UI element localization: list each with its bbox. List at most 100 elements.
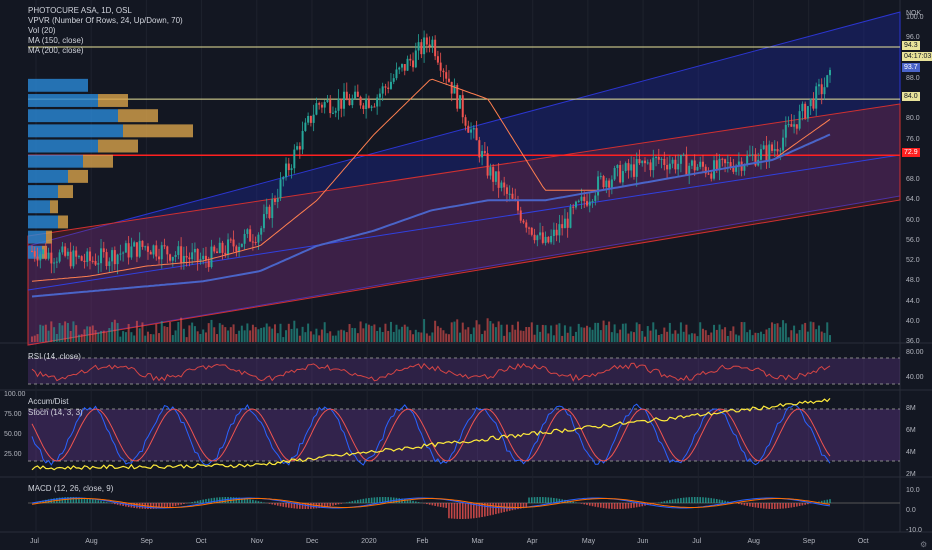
macd-histogram-bar: [627, 503, 630, 509]
volume-bar: [105, 332, 108, 342]
red-regression-channel: [27, 103, 901, 346]
volume-bar: [483, 330, 486, 342]
vpvr-bar-down: [68, 169, 88, 183]
volume-bar: [83, 329, 86, 342]
macd-histogram-bar: [478, 503, 481, 518]
macd-histogram-bar: [384, 497, 387, 503]
macd-histogram-bar: [334, 503, 337, 506]
macd-histogram-bar: [572, 501, 575, 503]
volume-bar: [798, 330, 801, 342]
macd-histogram-bar: [600, 503, 602, 508]
volume-bar: [163, 326, 166, 342]
macd-histogram-bar: [771, 503, 773, 509]
candle-body: [464, 117, 467, 126]
volume-bar: [337, 330, 340, 342]
candle-body: [116, 254, 119, 265]
macd-histogram-bar: [172, 503, 174, 507]
macd-histogram-bar: [801, 503, 804, 506]
volume-bar: [158, 333, 161, 342]
price-tick-label: 68.0: [906, 176, 920, 184]
candle-body: [409, 58, 412, 61]
volume-bar: [174, 330, 177, 342]
candle-body: [591, 201, 594, 203]
volume-bar: [207, 323, 210, 342]
macd-histogram-bar: [558, 498, 561, 503]
candle-body: [193, 248, 196, 253]
volume-bar: [146, 331, 149, 342]
candle-body: [370, 106, 373, 108]
volume-bar: [232, 324, 235, 342]
volume-bar: [72, 321, 75, 342]
volume-bar: [660, 334, 663, 342]
volume-bar: [572, 336, 575, 342]
candle-body: [265, 206, 268, 215]
volume-bar: [135, 320, 138, 342]
legend-vpvr[interactable]: VPVR (Number Of Rows, 24, Up/Down, 70): [28, 16, 183, 25]
macd-title[interactable]: MACD (12, 26, close, 9): [28, 484, 114, 493]
macd-histogram-bar: [740, 503, 743, 505]
candle-body: [389, 81, 392, 89]
candle-body: [492, 167, 495, 182]
candle-body: [638, 159, 641, 164]
candle-body: [80, 256, 83, 261]
price-tick-label: 36.0: [906, 338, 920, 345]
macd-histogram-bar: [296, 503, 298, 509]
volume-bar: [528, 327, 531, 342]
candle-body: [458, 95, 461, 109]
volume-bar: [155, 324, 158, 342]
volume-bar: [116, 323, 119, 342]
volume-bar: [820, 331, 823, 342]
volume-bar: [119, 336, 122, 342]
legend-ma200[interactable]: MA (200, close): [28, 46, 84, 55]
volume-bar: [268, 326, 271, 342]
macd-histogram-bar: [370, 497, 373, 503]
volume-bar: [279, 323, 282, 342]
stoch-title[interactable]: Stoch (14, 3, 3): [28, 408, 83, 417]
volume-bar: [199, 333, 202, 342]
volume-bar: [569, 326, 572, 342]
legend-vol[interactable]: Vol (20): [28, 26, 56, 35]
candle-body: [823, 87, 826, 95]
volume-bar: [301, 326, 304, 342]
candle-body: [72, 250, 75, 267]
volume-bar: [171, 335, 174, 342]
candle-body: [149, 251, 152, 255]
macd-histogram-bar: [605, 503, 608, 509]
macd-histogram-bar: [575, 502, 577, 503]
volume-bar: [563, 325, 566, 342]
vpvr-bar-down: [58, 185, 73, 199]
vpvr-bar-up: [28, 215, 58, 229]
rsi-title[interactable]: RSI (14, close): [28, 352, 81, 361]
candle-body: [202, 255, 205, 260]
rsi-band: [28, 358, 900, 384]
candle-body: [227, 239, 230, 255]
candle-body: [282, 177, 285, 180]
candle-body: [472, 128, 475, 130]
macd-histogram-bar: [89, 498, 91, 503]
accum-title[interactable]: Accum/Dist: [28, 397, 69, 406]
legend-ma150[interactable]: MA (150, close): [28, 36, 84, 45]
volume-bar: [759, 331, 762, 342]
candle-body: [732, 167, 735, 172]
vpvr-bar-up: [28, 169, 68, 183]
macd-histogram-bar: [641, 503, 644, 507]
volume-bar: [494, 327, 497, 342]
settings-icon[interactable]: ⚙: [920, 540, 928, 549]
macd-histogram-bar: [373, 497, 376, 503]
macd-histogram-bar: [160, 503, 163, 509]
candle-body: [94, 261, 97, 265]
candle-body: [351, 98, 354, 106]
volume-bar: [334, 335, 337, 342]
candle-body: [124, 243, 127, 253]
volume-bar: [113, 319, 116, 342]
vpvr-bar-up: [28, 78, 88, 92]
stoch-tick-label: 50.00: [4, 431, 22, 438]
vpvr-bar-down: [98, 94, 128, 107]
candle-body: [50, 252, 53, 264]
macd-histogram-bar: [194, 501, 196, 503]
volume-bar: [55, 333, 58, 342]
volume-bar: [696, 336, 699, 342]
candle-body: [646, 162, 649, 164]
macd-histogram-bar: [241, 498, 243, 503]
